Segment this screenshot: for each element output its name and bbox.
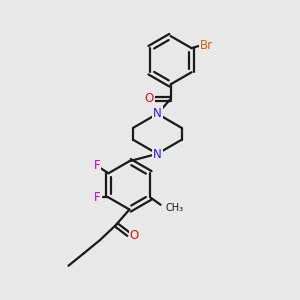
Text: CH₃: CH₃ [166, 203, 184, 213]
Text: Br: Br [200, 39, 213, 52]
Text: F: F [94, 191, 101, 204]
Text: N: N [153, 107, 162, 120]
Text: O: O [145, 92, 154, 105]
Text: O: O [130, 229, 139, 242]
Text: F: F [93, 158, 100, 172]
Text: N: N [153, 148, 162, 161]
